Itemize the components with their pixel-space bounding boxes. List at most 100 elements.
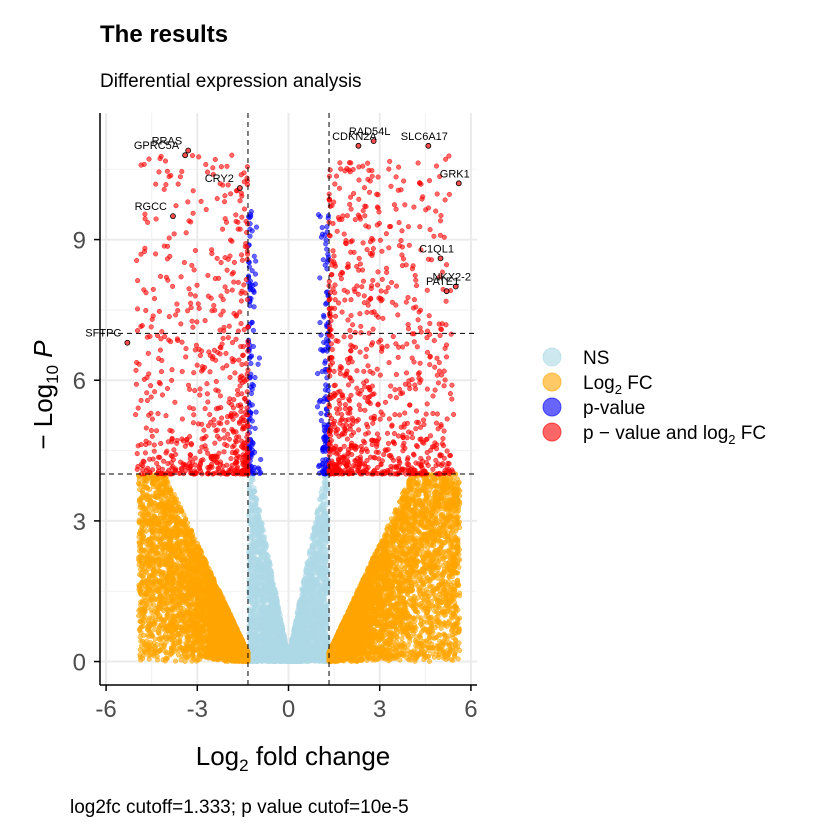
data-point	[316, 575, 322, 581]
data-point	[321, 504, 327, 510]
data-point	[255, 518, 261, 524]
data-point	[427, 658, 433, 664]
data-point	[319, 486, 325, 492]
data-point	[263, 581, 269, 587]
data-point	[312, 625, 318, 631]
data-point	[250, 590, 256, 596]
data-point	[317, 524, 323, 530]
data-point	[312, 528, 318, 534]
data-point	[246, 513, 252, 519]
data-point	[257, 565, 263, 571]
data-point	[321, 656, 327, 662]
data-point	[293, 621, 299, 627]
data-point	[269, 596, 275, 602]
data-point	[273, 637, 279, 643]
data-point	[309, 556, 315, 562]
data-point	[308, 571, 314, 577]
data-point	[320, 534, 326, 540]
data-point	[289, 647, 295, 653]
data-point	[276, 647, 282, 653]
data-point	[261, 655, 267, 661]
data-point	[312, 605, 318, 611]
data-point	[266, 561, 272, 567]
data-point	[263, 551, 269, 557]
data-point	[325, 486, 331, 492]
data-point	[302, 623, 308, 629]
data-point	[309, 650, 315, 656]
data-point	[313, 654, 319, 660]
data-point	[265, 623, 271, 629]
data-point	[260, 599, 266, 605]
data-point	[314, 511, 320, 517]
data-point	[322, 621, 328, 627]
data-point	[254, 582, 260, 588]
data-point	[253, 530, 259, 536]
data-point	[399, 564, 405, 570]
data-point	[318, 625, 324, 631]
data-point	[251, 537, 257, 543]
data-point	[252, 650, 258, 656]
data-point	[314, 638, 320, 644]
data-point	[271, 585, 277, 591]
data-point	[320, 646, 326, 652]
data-point	[267, 603, 273, 609]
data-point	[267, 630, 273, 636]
data-point	[300, 606, 306, 612]
data-point	[255, 608, 261, 614]
data-point	[252, 637, 258, 643]
data-point	[276, 618, 282, 624]
data-point	[262, 648, 268, 654]
data-point	[311, 594, 317, 600]
data-point	[322, 558, 328, 564]
data-point	[314, 515, 320, 521]
data-point	[248, 596, 254, 602]
chart-title: The results	[100, 21, 228, 48]
data-point	[172, 658, 178, 664]
data-point	[296, 643, 302, 649]
data-point	[310, 545, 316, 551]
data-point	[275, 605, 281, 611]
data-point	[302, 592, 308, 598]
data-point	[302, 644, 308, 650]
data-point	[265, 573, 271, 579]
data-point	[307, 561, 313, 567]
data-point	[307, 552, 313, 558]
data-point	[321, 594, 327, 600]
data-point	[314, 553, 320, 559]
data-point	[321, 513, 327, 519]
data-point	[317, 612, 323, 618]
data-point	[248, 479, 254, 485]
data-point	[250, 493, 256, 499]
data-point	[266, 586, 272, 592]
data-point	[318, 599, 324, 605]
data-point	[249, 573, 255, 579]
data-point	[313, 647, 319, 653]
data-point	[247, 567, 253, 573]
data-point	[305, 611, 311, 617]
data-point	[315, 617, 321, 623]
data-point	[322, 523, 328, 529]
data-point	[279, 658, 285, 664]
data-point	[324, 568, 330, 574]
data-point	[297, 600, 303, 606]
data-point	[265, 615, 271, 621]
data-point	[306, 600, 312, 606]
data-point	[271, 616, 277, 622]
data-point	[322, 633, 328, 639]
data-point	[263, 545, 269, 551]
data-point	[257, 587, 263, 593]
data-point	[318, 493, 324, 499]
data-point	[247, 613, 253, 619]
data-point	[254, 512, 260, 518]
data-points	[133, 152, 463, 665]
data-point	[270, 642, 276, 648]
data-point	[256, 507, 262, 513]
data-point	[265, 556, 271, 562]
data-point	[318, 582, 324, 588]
data-point	[275, 612, 281, 618]
data-point	[302, 575, 308, 581]
data-point	[300, 580, 306, 586]
data-point	[300, 652, 306, 658]
data-point	[310, 534, 316, 540]
